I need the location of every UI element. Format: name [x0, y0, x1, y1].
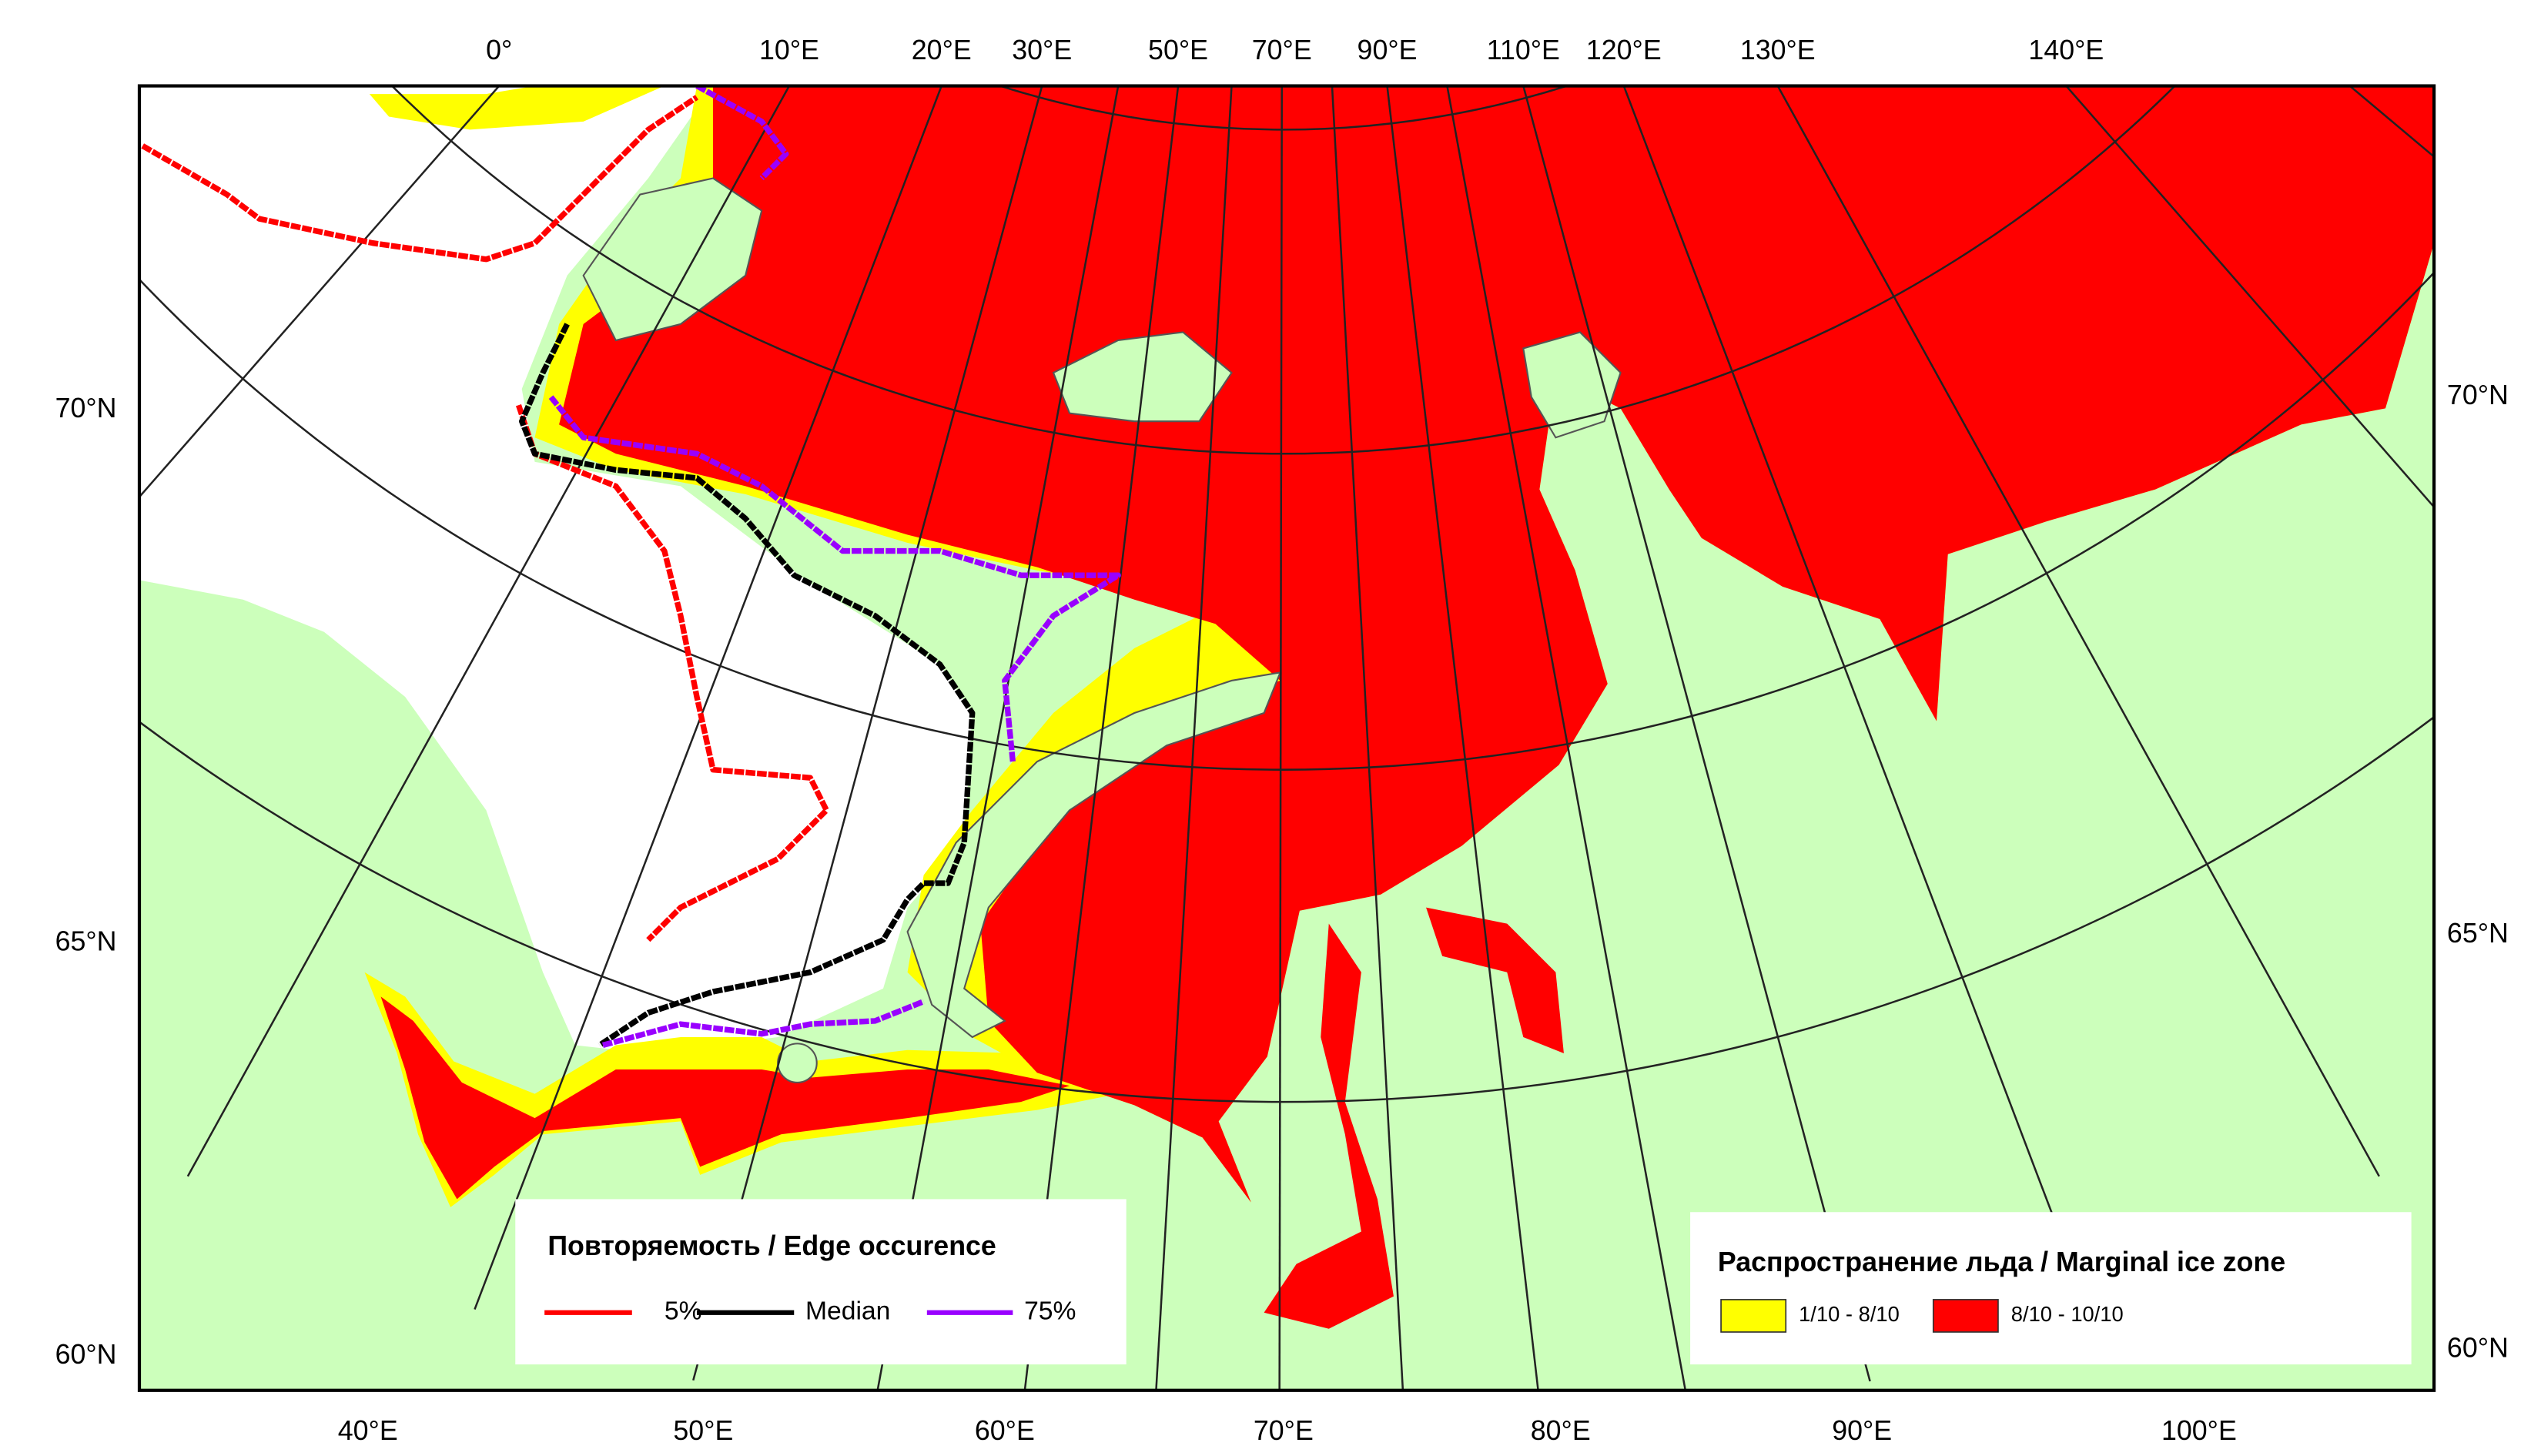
left-latitude-label: 60°N [55, 1339, 117, 1370]
ice-zone-high [380, 85, 2435, 1329]
top-longitude-label: 120°E [1586, 35, 1662, 65]
legend-label: 1/10 - 8/10 [1799, 1302, 1900, 1326]
top-longitude-label: 140°E [2028, 35, 2104, 65]
bottom-longitude-label: 70°E [1254, 1415, 1314, 1446]
franz-josef-land [1052, 331, 1233, 423]
open-water [139, 85, 973, 1053]
ice-legend-items: 1/10 - 8/10 8/10 - 10/10 [1720, 1299, 2124, 1333]
edge-line-median [518, 323, 976, 1048]
meridian [692, 85, 1043, 1381]
legend-label: 75% [1024, 1297, 1076, 1326]
novaya-zemlya [906, 671, 1282, 1039]
bottom-longitude-label: 100°E [2161, 1415, 2237, 1446]
bottom-longitude-label: 90°E [1832, 1415, 1892, 1446]
left-latitude-label: 65°N [55, 925, 117, 956]
meridian [1622, 85, 2091, 1311]
meridian [1446, 85, 1687, 1391]
meridian [1522, 85, 1871, 1382]
edge-legend-items: 5% Median 75% [544, 1297, 1076, 1326]
meridian [1776, 85, 2380, 1177]
meridian [876, 85, 1120, 1391]
edge-line-75 [601, 999, 925, 1049]
island [777, 1043, 818, 1083]
ice-legend-title: Распространение льда / Marginal ice zone [1718, 1247, 2285, 1277]
left-latitude-label: 70°N [55, 393, 117, 423]
legend-label: 8/10 - 10/10 [2011, 1302, 2124, 1326]
meridian [1386, 85, 1539, 1391]
right-latitude-label: 65°N [2447, 918, 2509, 949]
top-longitude-label: 10°E [759, 35, 819, 65]
map-frame [137, 84, 2436, 1392]
legend-label: 5% [665, 1297, 702, 1326]
top-longitude-label: 110°E [1487, 35, 1560, 65]
top-longitude-label: 30°E [1012, 35, 1072, 65]
edge-line-5 [515, 403, 830, 942]
bottom-longitude-label: 80°E [1531, 1415, 1591, 1446]
graticule-labels: 0° 10°E 20°E 30°E 50°E 70°E 90°E 110°E 120°E 130°… [55, 35, 2509, 1446]
top-longitude-label: 130°E [1740, 35, 1816, 65]
meridian [1023, 85, 1180, 1391]
top-longitude-label: 70°E [1252, 35, 1312, 65]
meridian [1155, 85, 1233, 1391]
bottom-longitude-label: 50°E [673, 1415, 733, 1446]
meridian [1331, 85, 1404, 1391]
edge-legend-title: Повторяемость / Edge occurence [547, 1230, 996, 1261]
edge-line-75 [695, 85, 789, 181]
edge-legend-box [515, 1199, 1127, 1365]
bottom-longitude-label: 40°E [338, 1415, 398, 1446]
top-longitude-label: 0° [486, 35, 512, 65]
top-longitude-label: 50°E [1148, 35, 1208, 65]
legend-swatch [1932, 1299, 1999, 1333]
meridian [186, 85, 791, 1177]
ice-legend-box [1690, 1212, 2412, 1365]
edge-line-75 [548, 395, 1121, 762]
legend-swatch [1720, 1299, 1787, 1333]
right-latitude-label: 60°N [2447, 1333, 2509, 1364]
legend-label: Median [805, 1297, 890, 1326]
bottom-longitude-label: 60°E [975, 1415, 1035, 1446]
svalbard [582, 177, 763, 342]
top-longitude-label: 90°E [1358, 35, 1418, 65]
meridian [474, 85, 943, 1310]
meridian [1278, 85, 1283, 1391]
edge-line-5 [141, 95, 699, 263]
top-longitude-label: 20°E [912, 35, 972, 65]
right-latitude-label: 70°N [2447, 380, 2509, 410]
